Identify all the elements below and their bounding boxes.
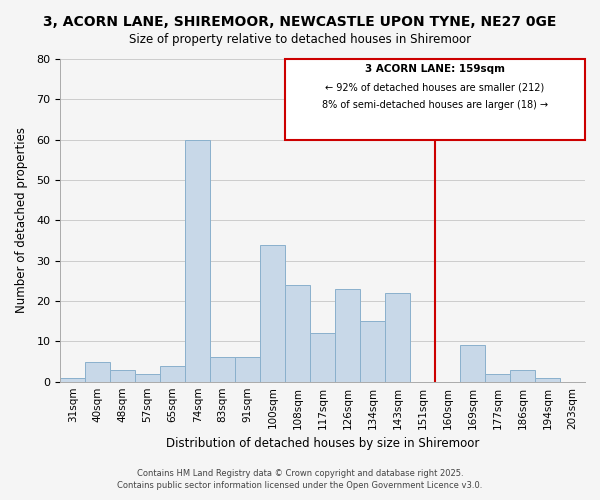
Bar bbox=[335, 289, 360, 382]
Bar bbox=[485, 374, 510, 382]
Bar bbox=[210, 358, 235, 382]
Bar bbox=[185, 140, 210, 382]
Bar bbox=[385, 293, 410, 382]
Bar bbox=[285, 285, 310, 382]
Text: Size of property relative to detached houses in Shiremoor: Size of property relative to detached ho… bbox=[129, 32, 471, 46]
FancyBboxPatch shape bbox=[285, 59, 585, 140]
Text: 3, ACORN LANE, SHIREMOOR, NEWCASTLE UPON TYNE, NE27 0GE: 3, ACORN LANE, SHIREMOOR, NEWCASTLE UPON… bbox=[43, 15, 557, 29]
Bar bbox=[510, 370, 535, 382]
Bar bbox=[360, 321, 385, 382]
Bar bbox=[110, 370, 135, 382]
Bar bbox=[260, 244, 285, 382]
Bar bbox=[85, 362, 110, 382]
Bar bbox=[60, 378, 85, 382]
Text: 3 ACORN LANE: 159sqm: 3 ACORN LANE: 159sqm bbox=[365, 64, 505, 74]
Bar bbox=[535, 378, 560, 382]
Bar bbox=[235, 358, 260, 382]
Bar bbox=[460, 346, 485, 382]
Bar bbox=[160, 366, 185, 382]
Y-axis label: Number of detached properties: Number of detached properties bbox=[15, 128, 28, 314]
Text: ← 92% of detached houses are smaller (212): ← 92% of detached houses are smaller (21… bbox=[325, 82, 545, 92]
Bar bbox=[310, 334, 335, 382]
Bar bbox=[135, 374, 160, 382]
Text: 8% of semi-detached houses are larger (18) →: 8% of semi-detached houses are larger (1… bbox=[322, 100, 548, 110]
X-axis label: Distribution of detached houses by size in Shiremoor: Distribution of detached houses by size … bbox=[166, 437, 479, 450]
Text: Contains HM Land Registry data © Crown copyright and database right 2025.
Contai: Contains HM Land Registry data © Crown c… bbox=[118, 468, 482, 490]
